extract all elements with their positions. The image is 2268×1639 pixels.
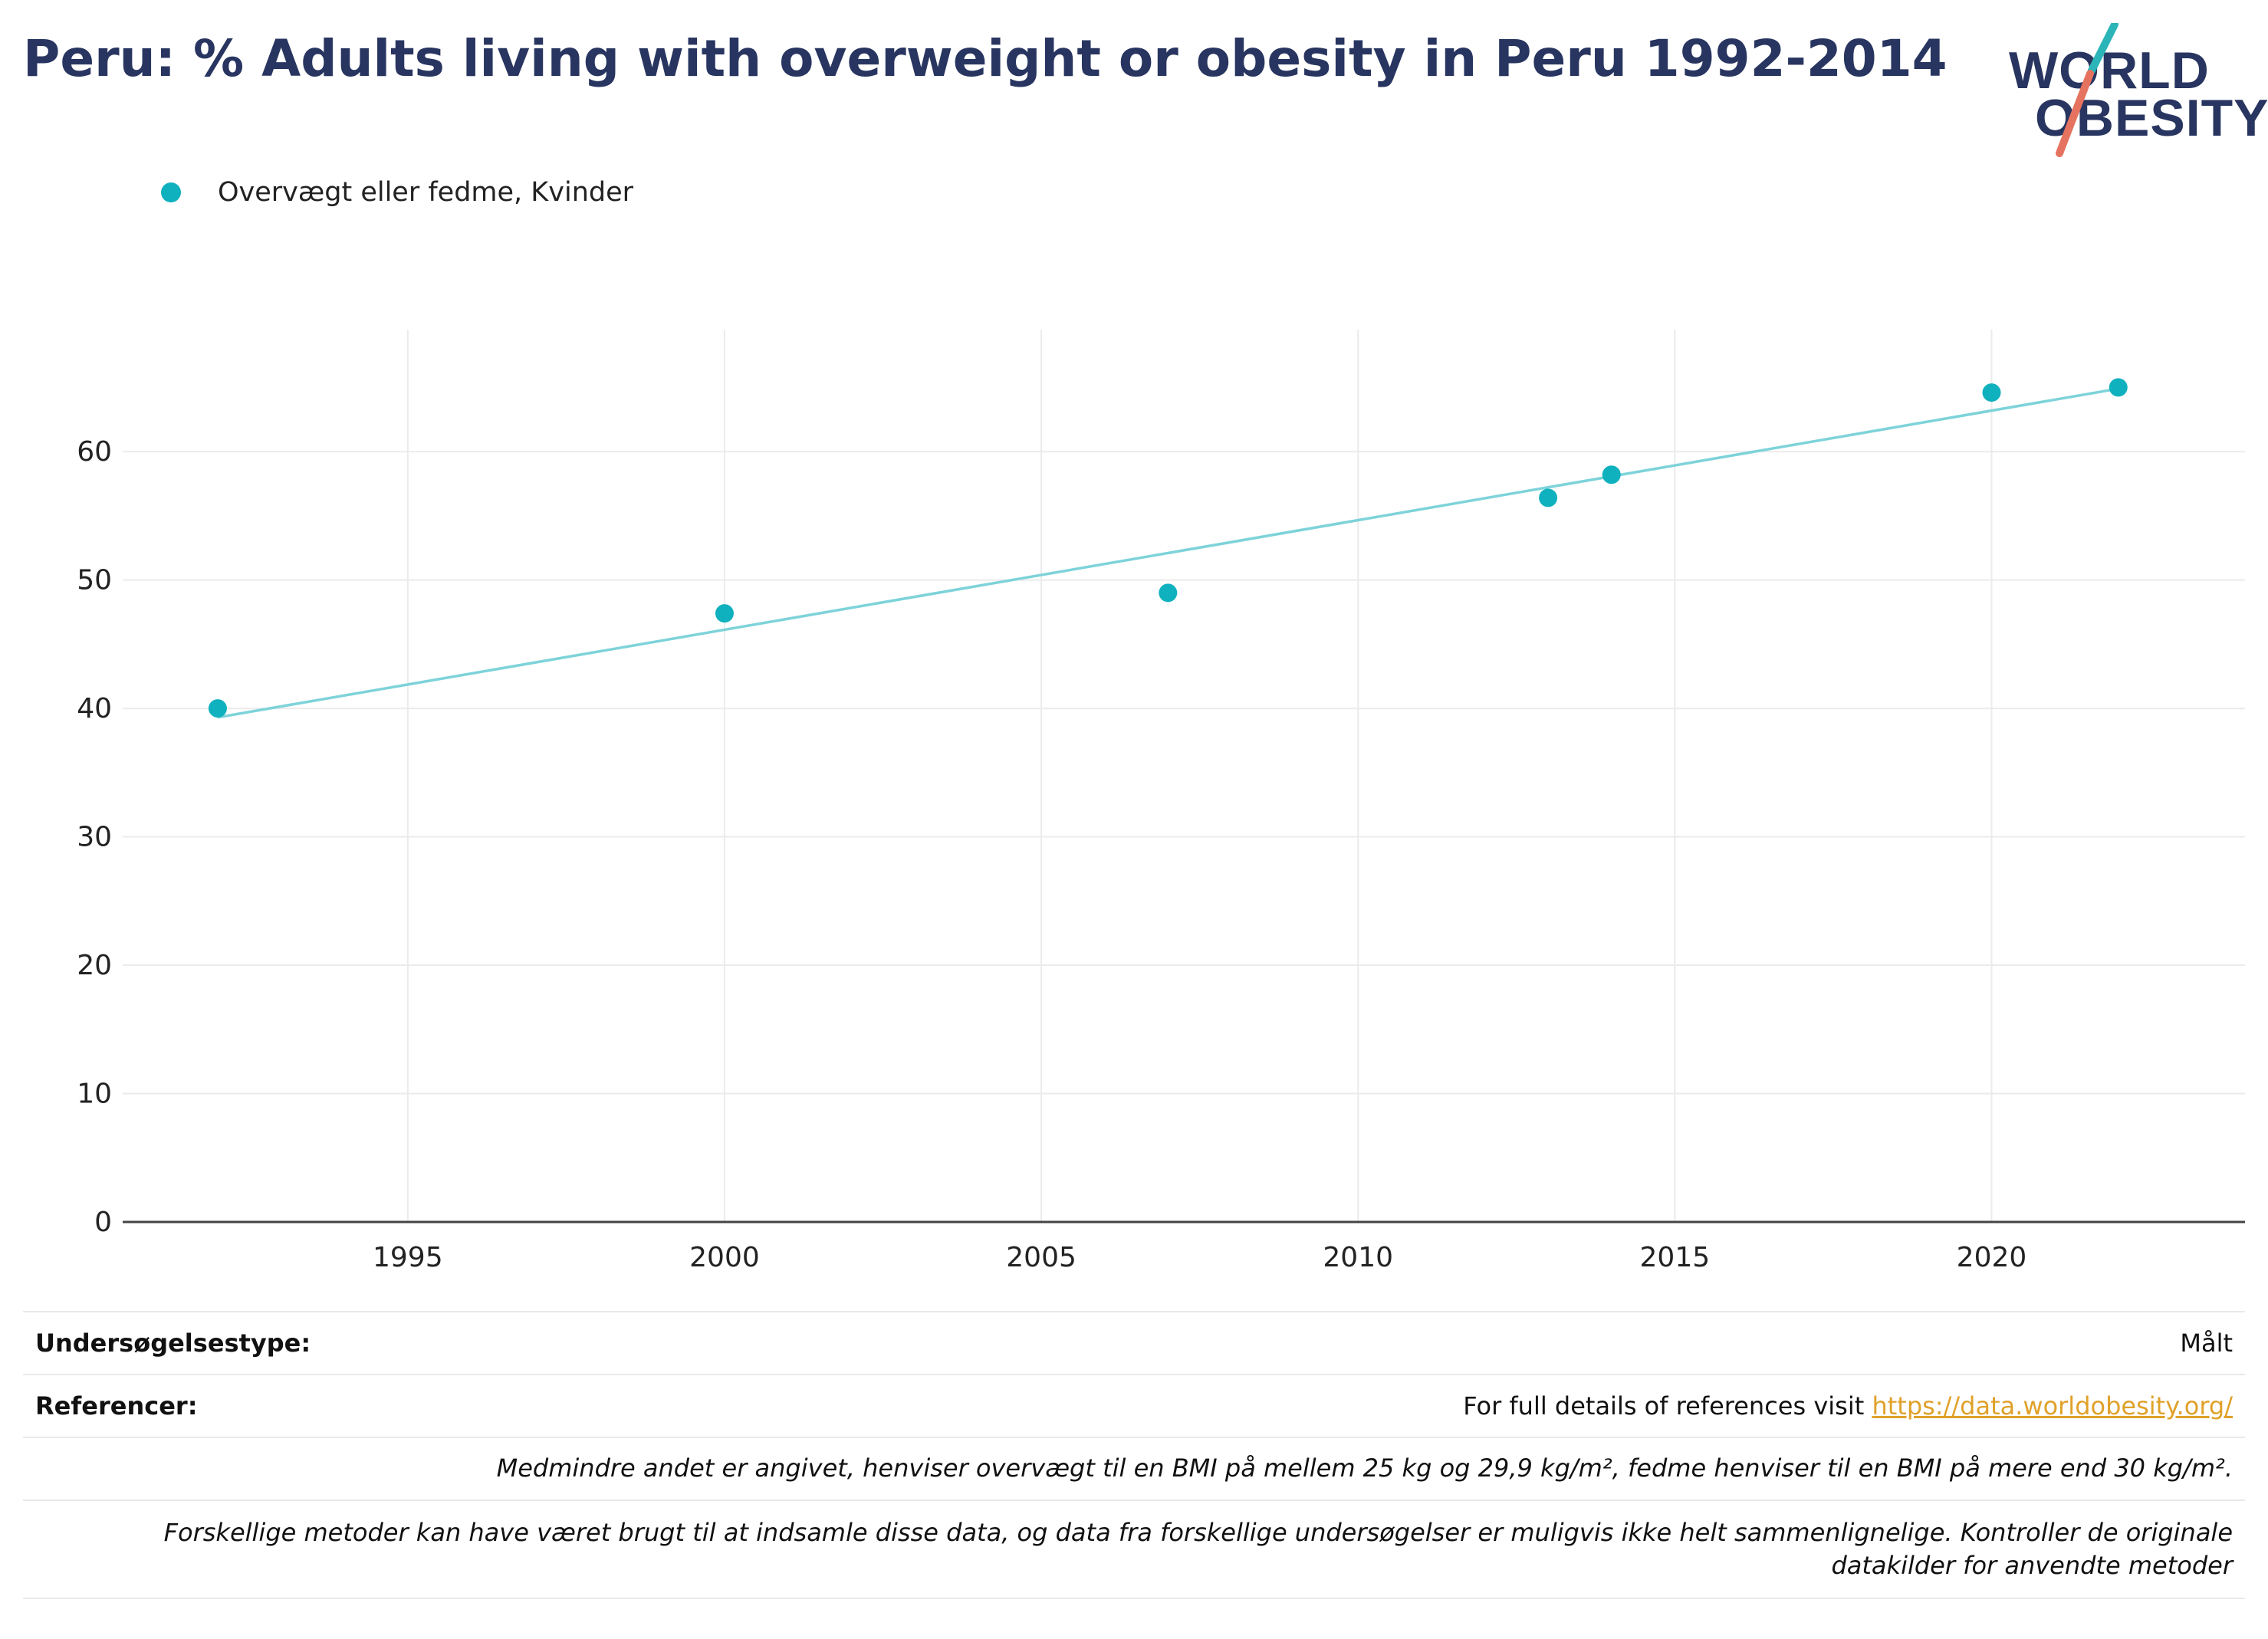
- data-point: [1602, 465, 1621, 484]
- references-label: Referencer:: [35, 1391, 198, 1421]
- survey-type-value: Målt: [2180, 1329, 2233, 1358]
- y-tick-label: 10: [77, 1079, 112, 1110]
- note-row-2: Forskellige metoder kan have været brugt…: [23, 1499, 2245, 1599]
- y-tick-label: 40: [77, 693, 112, 724]
- data-point: [1982, 383, 2001, 402]
- survey-type-row: Undersøgelsestype: Målt: [23, 1311, 2245, 1374]
- references-text: For full details of references visit: [1463, 1391, 1872, 1421]
- data-points: [208, 378, 2128, 718]
- survey-type-label: Undersøgelsestype:: [35, 1329, 311, 1358]
- x-tick-label: 2000: [689, 1242, 760, 1273]
- y-tick-label: 50: [77, 565, 112, 596]
- x-tick-label: 2005: [1006, 1242, 1076, 1273]
- note-2: Forskellige metoder kan have været brugt…: [163, 1517, 2233, 1580]
- references-link[interactable]: https://data.worldobesity.org/: [1872, 1391, 2233, 1421]
- references-row: Referencer: For full details of referenc…: [23, 1374, 2245, 1437]
- legend[interactable]: Overvægt eller fedme, Kvinder: [161, 173, 633, 212]
- world-obesity-logo: WORLD OBESITY: [2001, 23, 2268, 161]
- x-tick-label: 2020: [1957, 1242, 2027, 1273]
- trend-line: [217, 387, 2119, 719]
- data-point: [1159, 583, 1178, 603]
- y-tick-label: 60: [77, 436, 112, 468]
- logo-line-1: WORLD: [2009, 41, 2210, 100]
- chart-title: Peru: % Adults living with overweight or…: [23, 29, 1948, 88]
- x-tick-label: 2015: [1640, 1242, 1711, 1273]
- legend-label: Overvægt eller fedme, Kvinder: [218, 177, 634, 208]
- y-tick-label: 30: [77, 822, 112, 853]
- data-point: [715, 604, 734, 623]
- legend-marker: [161, 182, 181, 202]
- x-tick-label: 1995: [373, 1242, 443, 1273]
- data-point: [1539, 488, 1558, 507]
- axes: 1995 2000 2005 2010 2015 2020 0 10 20 30 40 50 60: [77, 436, 2245, 1273]
- x-tick-label: 2010: [1323, 1242, 1393, 1273]
- note-row-1: Medmindre andet er angivet, henviser ove…: [23, 1437, 2245, 1499]
- references-value: For full details of references visit htt…: [1463, 1391, 2233, 1421]
- trend-line-segment: [217, 387, 2119, 719]
- data-point: [208, 699, 227, 718]
- data-point: [2109, 378, 2128, 397]
- scatter-chart: 1995 2000 2005 2010 2015 2020 0 10 20 30 40 50 60: [77, 330, 2245, 1273]
- logo-slash-icon: [2056, 23, 2118, 157]
- info-table: Undersøgelsestype: Målt Referencer: For …: [23, 1311, 2245, 1599]
- y-tick-label: 0: [94, 1207, 112, 1238]
- y-tick-label: 20: [77, 950, 112, 981]
- note-1: Medmindre andet er angivet, henviser ove…: [496, 1453, 2233, 1483]
- grid-lines: [123, 330, 2245, 1222]
